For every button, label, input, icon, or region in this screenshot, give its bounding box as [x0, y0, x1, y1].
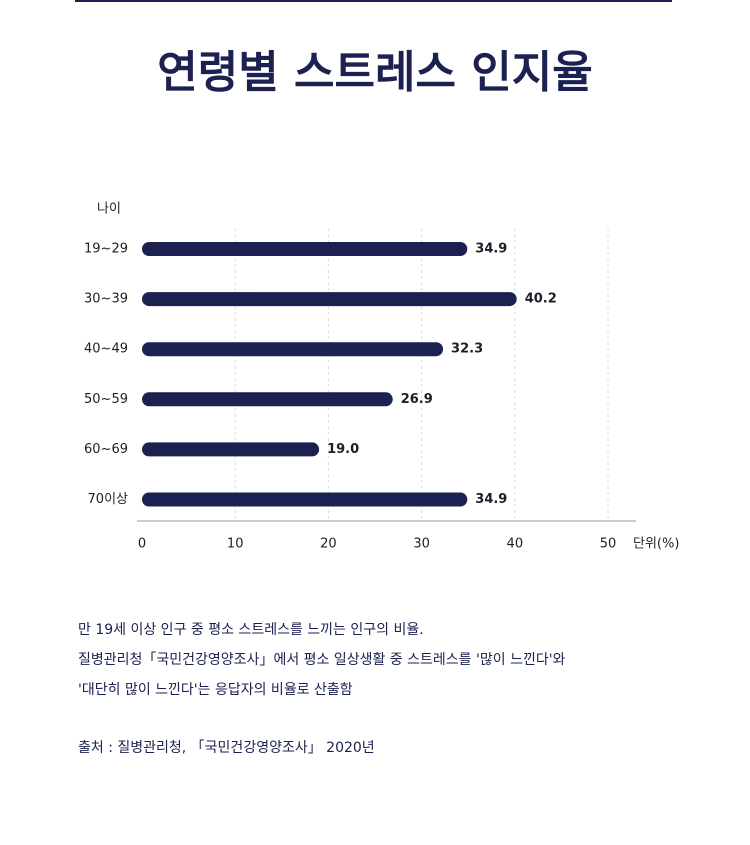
data-label: 34.9	[475, 492, 507, 507]
note: 질병관리청「국민건강영양조사」에서 평소 일상생활 중 스트레스를 '많이 느낀…	[78, 652, 566, 668]
chart-title: 연령별 스트레스 인지율	[157, 47, 592, 98]
data-label: 26.9	[401, 392, 433, 407]
bar	[142, 392, 393, 407]
x-axis-label: 단위(%)	[633, 537, 679, 552]
data-label: 40.2	[525, 292, 557, 307]
y-tick-label: 60~69	[84, 442, 128, 457]
source: 출처 : 질병관리청, 「국민건강영양조사」 2020년	[78, 740, 375, 756]
note: 만 19세 이상 인구 중 평소 스트레스를 느끼는 인구의 비율.	[78, 622, 424, 638]
x-tick-label: 0	[138, 537, 146, 552]
bar	[142, 292, 517, 307]
y-tick-label: 30~39	[84, 292, 128, 307]
y-axis-label: 나이	[97, 202, 121, 217]
x-tick-label: 40	[507, 537, 524, 552]
bar	[142, 242, 468, 256]
x-tick-label: 10	[227, 537, 244, 552]
x-tick-label: 20	[320, 537, 337, 552]
y-tick-label: 40~49	[84, 342, 128, 357]
y-tick-label: 70이상	[88, 492, 129, 507]
x-tick-label: 30	[413, 537, 430, 552]
bar	[142, 492, 468, 507]
note: '대단히 많이 느낀다'는 응답자의 비율로 산출함	[78, 682, 353, 698]
data-label: 32.3	[451, 342, 483, 357]
top-rule	[75, 0, 672, 2]
data-label: 19.0	[327, 442, 359, 457]
bar	[142, 342, 444, 357]
y-tick-label: 50~59	[84, 392, 128, 407]
x-tick-label: 50	[600, 537, 617, 552]
bar	[142, 442, 320, 457]
data-label: 34.9	[475, 242, 507, 257]
y-tick-label: 19~29	[84, 242, 128, 257]
